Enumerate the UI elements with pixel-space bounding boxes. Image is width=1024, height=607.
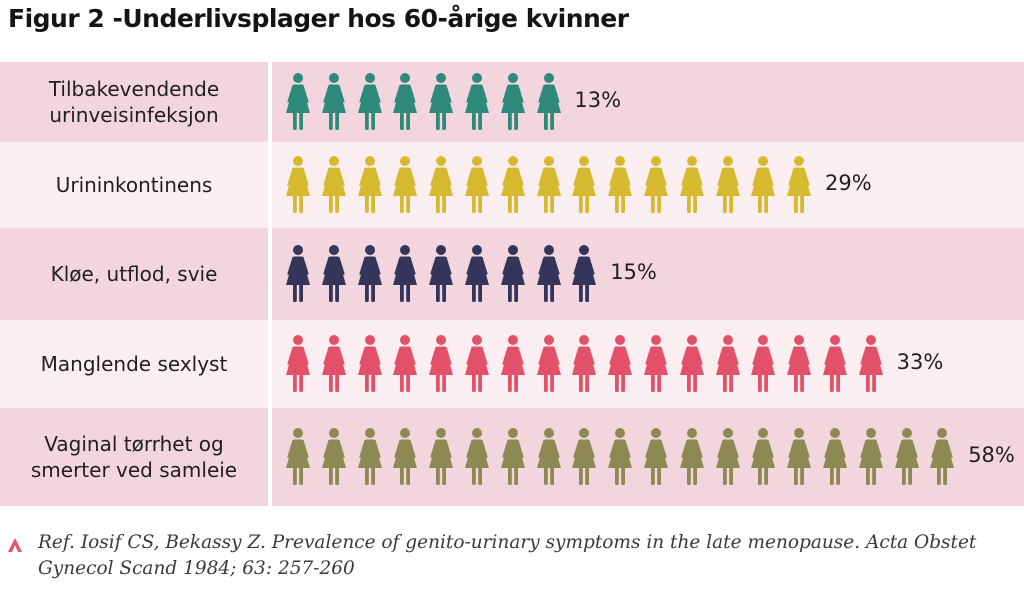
woman-icon: [321, 428, 346, 485]
woman-icon: [429, 335, 454, 392]
woman-icon: [357, 245, 382, 302]
woman-icon: [787, 335, 812, 392]
woman-icon: [393, 245, 418, 302]
woman-icon: [500, 335, 525, 392]
category-row: Tilbakevendende urinveisinfeksjon 13%: [0, 62, 1024, 142]
woman-icon: [536, 428, 561, 485]
category-label: Kløe, utflod, svie: [50, 262, 218, 286]
reference-text: Ref. Iosif CS, Bekassy Z. Prevalence of …: [38, 532, 977, 579]
woman-icon: [894, 428, 919, 485]
woman-icon: [608, 428, 633, 485]
woman-icon: [572, 428, 597, 485]
woman-icon: [787, 428, 812, 485]
chart-title: Figur 2 -Underlivsplager hos 60-årige kv…: [8, 4, 629, 33]
column-divider: [268, 62, 272, 506]
icon-row: 15%: [272, 228, 1024, 320]
woman-icon: [536, 335, 561, 392]
woman-icon: [715, 428, 740, 485]
woman-icon: [572, 245, 597, 302]
woman-icon: [321, 335, 346, 392]
woman-icon: [429, 73, 454, 130]
category-label: Manglende sexlyst: [40, 352, 228, 376]
woman-icon: [357, 73, 382, 130]
woman-icon: [858, 428, 883, 485]
value-label: 15%: [610, 260, 657, 284]
woman-icon: [393, 73, 418, 130]
woman-icon: [465, 428, 489, 485]
woman-icon: [465, 335, 489, 392]
woman-icon: [787, 156, 812, 213]
woman-icon: [679, 335, 704, 392]
woman-icon: [858, 335, 883, 392]
woman-icon: [536, 245, 561, 302]
icon-row: 33%: [272, 320, 1024, 408]
woman-icon: [644, 156, 668, 213]
woman-icon: [321, 245, 346, 302]
category-label: Tilbakevendende urinveisinfeksjon: [48, 77, 220, 127]
woman-icon: [286, 428, 310, 485]
woman-icon: [644, 428, 668, 485]
woman-icon: [608, 156, 633, 213]
woman-icon: [715, 156, 740, 213]
woman-icon: [751, 428, 776, 485]
icon-row: 58%: [272, 408, 1024, 506]
woman-icon: [751, 335, 776, 392]
value-label: 29%: [825, 171, 872, 195]
woman-icon: [465, 73, 489, 130]
woman-icon: [393, 428, 418, 485]
woman-icon: [679, 156, 704, 213]
woman-icon: [823, 428, 847, 485]
icon-row: 13%: [272, 62, 1024, 142]
woman-icon: [500, 245, 525, 302]
woman-icon: [679, 428, 704, 485]
category-label: Vaginal tørrhet og smerter ved samleie: [30, 432, 238, 482]
woman-icon: [536, 73, 561, 130]
woman-icon: [286, 245, 310, 302]
woman-icon: [715, 335, 740, 392]
woman-icon: [500, 428, 525, 485]
woman-icon: [321, 73, 346, 130]
woman-icon: [357, 428, 382, 485]
woman-icon: [572, 335, 597, 392]
woman-icon: [465, 156, 489, 213]
category-row: Kløe, utflod, svie 15%: [0, 228, 1024, 320]
woman-icon: [644, 335, 668, 392]
woman-icon: [286, 156, 310, 213]
woman-icon: [536, 156, 561, 213]
woman-icon: [286, 335, 310, 392]
woman-icon: [357, 156, 382, 213]
woman-icon: [500, 73, 525, 130]
woman-icon: [465, 245, 489, 302]
woman-icon: [321, 156, 346, 213]
category-row: Vaginal tørrhet og smerter ved samleie 58…: [0, 408, 1024, 506]
value-label: 13%: [574, 88, 622, 112]
woman-icon: [572, 156, 597, 213]
woman-icon: [823, 335, 847, 392]
woman-icon: [500, 156, 525, 213]
category-row: Urininkontinens 29%: [0, 142, 1024, 228]
category-row: Manglende sexlyst 33%: [0, 320, 1024, 408]
woman-icon: [930, 428, 955, 485]
woman-icon: [286, 73, 310, 130]
category-label: Urininkontinens: [55, 173, 213, 197]
value-label: 33%: [896, 350, 944, 374]
icon-row: 29%: [272, 142, 1024, 228]
woman-icon: [393, 156, 418, 213]
woman-icon: [751, 156, 776, 213]
woman-icon: [429, 156, 454, 213]
woman-icon: [357, 335, 382, 392]
woman-icon: [429, 428, 454, 485]
woman-icon: [608, 335, 633, 392]
reference-marker-icon: [8, 538, 22, 552]
woman-icon: [393, 335, 418, 392]
value-label: 58%: [968, 443, 1015, 467]
woman-icon: [429, 245, 454, 302]
